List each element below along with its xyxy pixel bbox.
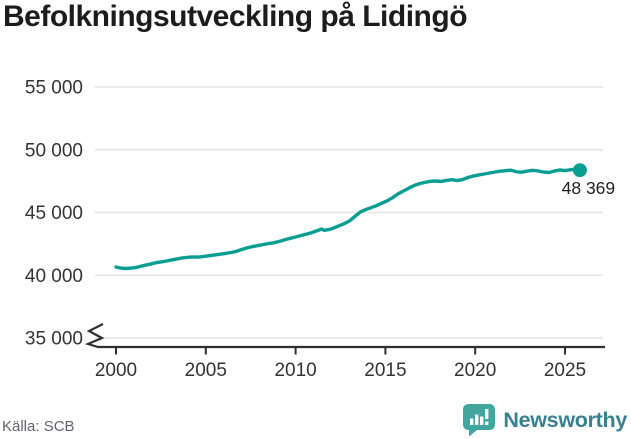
svg-text:2025: 2025 [544, 360, 586, 381]
svg-text:2010: 2010 [274, 360, 316, 381]
newsworthy-logo[interactable]: Newsworthy [462, 402, 627, 438]
x-axis-ticks [115, 347, 566, 355]
svg-text:50 000: 50 000 [25, 140, 83, 161]
svg-text:2015: 2015 [364, 360, 406, 381]
svg-text:2020: 2020 [454, 360, 496, 381]
chart-title: Befolkningsutveckling på Lidingö [3, 0, 468, 33]
svg-text:2000: 2000 [95, 360, 137, 381]
gridlines [95, 86, 603, 339]
brand-name: Newsworthy [503, 407, 627, 432]
svg-text:2005: 2005 [185, 360, 227, 381]
y-axis-tick-labels: 55 000 50 000 45 000 40 000 35 000 [25, 78, 83, 350]
y-axis-break-icon [84, 323, 105, 349]
svg-text:55 000: 55 000 [25, 78, 83, 99]
x-axis-tick-labels: 2000 2005 2010 2015 2020 2025 [95, 360, 586, 381]
latest-value-label: 48 369 [562, 178, 616, 198]
svg-text:35 000: 35 000 [25, 329, 83, 350]
population-series-line [114, 167, 582, 271]
svg-text:40 000: 40 000 [25, 266, 83, 287]
source-label: Källa: SCB [2, 418, 75, 435]
latest-value-dot [572, 163, 587, 178]
newsworthy-bubble-chart-icon [463, 404, 496, 437]
svg-text:45 000: 45 000 [25, 203, 83, 224]
